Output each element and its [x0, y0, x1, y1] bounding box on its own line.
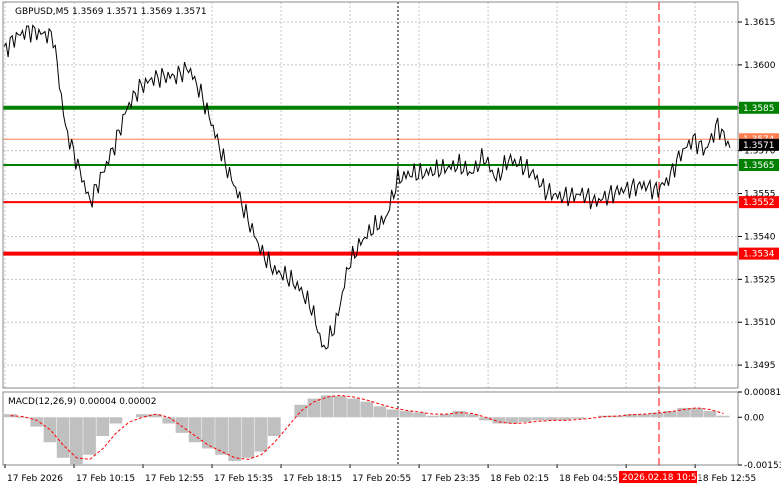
level-label: 1.3565 — [743, 161, 775, 171]
x-tick-label: 18 Feb 12:55 — [697, 474, 756, 484]
macd-hist-bar — [492, 417, 506, 424]
macd-hist-bar — [162, 417, 176, 424]
x-tick-label: 17 Feb 12:55 — [145, 474, 204, 484]
level-label-box — [739, 196, 779, 209]
x-tick-label: 17 Feb 10:15 — [76, 474, 135, 484]
macd-hist-bar — [228, 417, 242, 461]
macd-axis-label: 0.00 — [744, 413, 764, 423]
macd-hist-bar — [307, 398, 321, 418]
y-tick-label: 1.3510 — [744, 318, 776, 328]
vline-label: 2026.02.18 10:55 — [622, 473, 702, 483]
macd-hist-bar — [650, 412, 664, 418]
level-label-box — [739, 158, 779, 171]
level-label: 1.3534 — [743, 250, 775, 260]
macd-hist-bar — [373, 406, 387, 418]
vline-label-box — [619, 471, 697, 483]
x-tick-label: 17 Feb 18:15 — [283, 474, 342, 484]
macd-hist-bar — [439, 414, 453, 418]
macd-hist-bar — [4, 414, 17, 418]
x-tick-label: 17 Feb 20:55 — [352, 474, 411, 484]
macd-hist-bar — [268, 417, 281, 436]
price-frame — [2, 1, 739, 389]
macd-hist-bar — [347, 398, 360, 418]
macd-hist-bar — [70, 417, 83, 465]
price-series — [3, 24, 731, 350]
macd-hist-bar — [400, 411, 413, 418]
macd-hist-bar — [690, 407, 704, 418]
current-price-label: 1.3571 — [743, 141, 775, 151]
x-tick-label: 18 Feb 02:15 — [490, 474, 549, 484]
macd-hist-bar — [532, 417, 545, 421]
macd-hist-bar — [241, 417, 255, 458]
macd-hist-bar — [215, 417, 228, 455]
macd-hist-bar — [360, 401, 374, 418]
macd-hist-bar — [254, 417, 268, 452]
macd-hist-bar — [703, 411, 717, 418]
macd-hist-bar — [571, 417, 585, 419]
macd-hist-bar — [518, 417, 532, 422]
macd-hist-bar — [109, 417, 123, 424]
macd-hist-bar — [716, 415, 730, 418]
macd-hist-bar — [188, 417, 202, 443]
macd-hist-bar — [30, 417, 44, 427]
y-tick-label: 1.3600 — [744, 61, 776, 71]
x-tick-label: 18 Feb 04:55 — [559, 474, 618, 484]
y-tick-label: 1.3525 — [744, 275, 776, 285]
level-label-box — [739, 247, 779, 260]
axes — [2, 1, 742, 468]
macd-label: MACD(12,26,9) 0.00004 0.00002 — [8, 397, 157, 407]
macd-axis-label: 0.00081 — [744, 388, 781, 398]
x-tick-label: 17 Feb 15:35 — [214, 474, 273, 484]
macd-hist-bar — [17, 417, 30, 419]
x-tick-label: 17 Feb 23:35 — [421, 474, 480, 484]
macd-hist-bar — [558, 417, 572, 421]
macd-hist-bar — [334, 396, 347, 418]
macd-frame — [2, 391, 739, 466]
macd-hist-bar — [664, 411, 677, 418]
macd-hist-bar — [637, 414, 651, 418]
price-line — [3, 24, 731, 350]
macd-hist-bar — [175, 417, 189, 433]
level-label: 1.3585 — [743, 104, 775, 114]
vertical-lines — [397, 2, 660, 466]
macd-hist-bar — [624, 414, 638, 418]
levels — [3, 105, 738, 256]
macd-hist-bar — [56, 417, 70, 458]
macd-hist-bar — [413, 412, 426, 418]
macd-hist-bar — [320, 395, 334, 418]
level-label-box — [739, 101, 779, 114]
x-tick-label: 17 Feb 2026 — [7, 474, 63, 484]
macd-hist-bar — [202, 417, 215, 449]
chart-title: GBPUSD,M5 1.3569 1.3571 1.3569 1.3571 — [15, 7, 207, 17]
macd-panel — [4, 394, 730, 465]
macd-hist-bar — [545, 417, 558, 421]
macd-hist-bar — [386, 409, 400, 418]
macd-hist-bar — [294, 404, 308, 418]
macd-axis-label: -0.00153 — [744, 461, 781, 471]
macd-hist-bar — [426, 415, 440, 418]
y-tick-label: 1.3540 — [744, 232, 776, 242]
macd-hist-bar — [466, 414, 479, 418]
macd-hist-bar — [452, 411, 466, 418]
macd-hist-bar — [505, 417, 519, 424]
macd-hist-bar — [149, 414, 162, 418]
y-tick-label: 1.3615 — [744, 18, 776, 28]
y-tick-label: 1.3495 — [744, 361, 776, 371]
level-label: 1.3552 — [743, 198, 775, 208]
y-tick-label: 1.3570 — [744, 147, 776, 157]
macd-signal-line — [10, 394, 724, 460]
grid — [3, 2, 738, 388]
macd-hist-bar — [479, 417, 492, 421]
macd-hist-bar — [611, 415, 624, 418]
current-price-box — [739, 138, 779, 151]
macd-hist-bar — [136, 414, 149, 418]
macd-hist-bar — [677, 407, 690, 418]
macd-hist-bar — [96, 417, 110, 436]
y-tick-label: 1.3555 — [744, 190, 776, 200]
macd-hist-bar — [83, 417, 96, 455]
labels: 1.3615 1.3600 1.3585 1.3570 1.3555 1.3540 1.35… — [7, 18, 781, 484]
